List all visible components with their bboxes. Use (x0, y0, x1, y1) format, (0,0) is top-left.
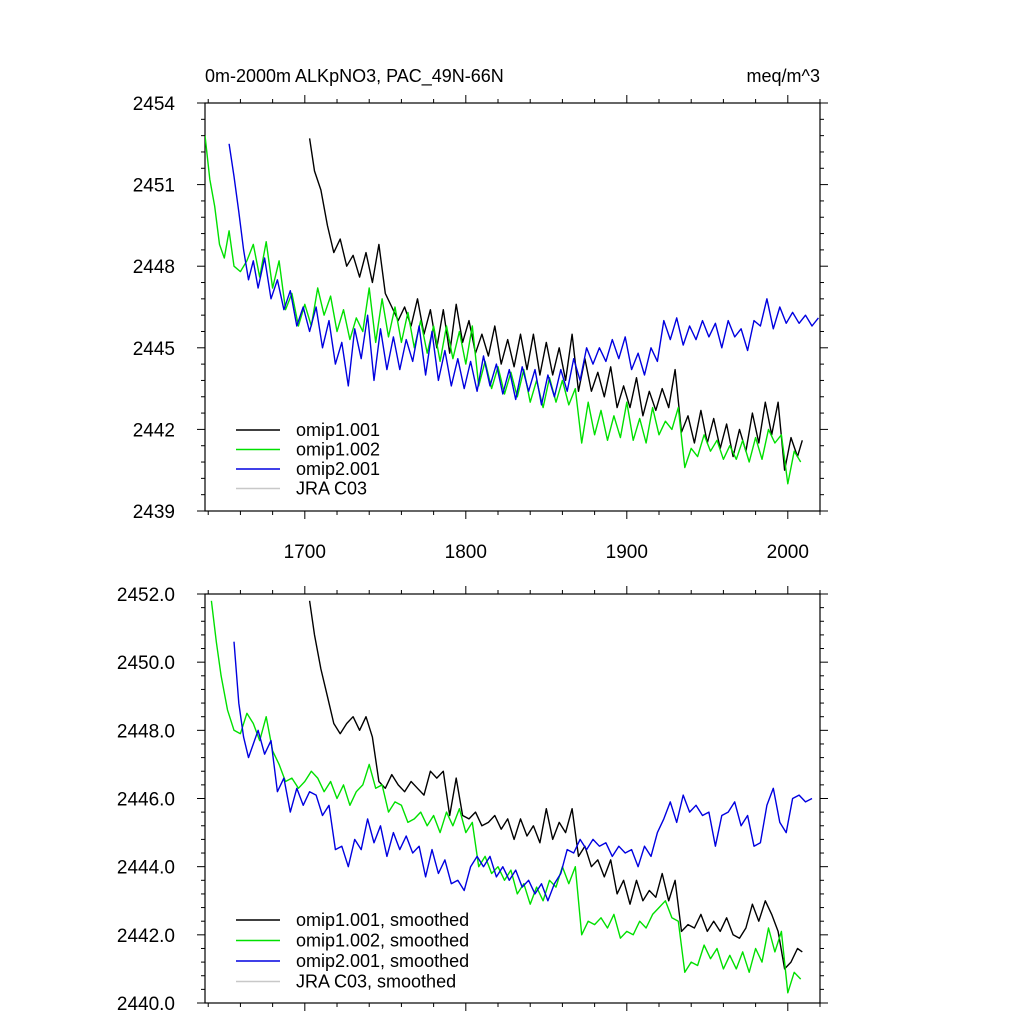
top-legend-label-4: JRA C03 (296, 479, 367, 499)
top-y-tick-label: 2448 (133, 257, 175, 278)
top-x-tick-label: 1900 (606, 542, 648, 563)
top-legend-label-1: omip1.001 (296, 420, 380, 440)
top-y-tick-label: 2439 (133, 502, 175, 523)
bottom-legend-label-3: omip2.001, smoothed (296, 951, 469, 971)
bottom-series-line-3 (233, 641, 813, 902)
bottom-legend-label-2: omip1.002, smoothed (296, 931, 469, 951)
top-legend-label-2: omip1.002 (296, 440, 380, 460)
bottom-y-tick-label: 2442.0 (117, 926, 175, 947)
bottom-legend-label-4: JRA C03, smoothed (296, 972, 456, 992)
bottom-y-tick-label: 2446.0 (117, 790, 175, 811)
top-series-line-2 (205, 135, 802, 485)
top-y-tick-label: 2442 (133, 420, 175, 441)
top-x-tick-label: 1800 (445, 542, 487, 563)
top-x-tick-label: 1700 (284, 542, 326, 563)
bottom-series-line-2 (210, 600, 802, 994)
top-y-tick-label: 2445 (133, 339, 175, 360)
bottom-y-tick-label: 2444.0 (117, 858, 175, 879)
top-chart-title: 0m-2000m ALKpNO3, PAC_49N-66N (205, 66, 504, 87)
top-y-tick-label: 2451 (133, 176, 175, 197)
top-series-line-1 (308, 138, 803, 471)
top-x-tick-label: 2000 (767, 542, 809, 563)
bottom-panel: 2440.0 2442.0 2444.0 2446.0 2448.0 2450.0 2452… (117, 585, 828, 1015)
bottom-y-tick-label: 2450.0 (117, 653, 175, 674)
top-series-line-3 (228, 143, 819, 406)
top-y-tick-label: 2454 (133, 94, 176, 115)
top-legend-label-3: omip2.001 (296, 459, 380, 479)
bottom-y-tick-label: 2452.0 (117, 585, 175, 606)
bottom-legend-label-1: omip1.001, smoothed (296, 910, 469, 930)
top-units-label: meq/m^3 (747, 66, 820, 86)
top-plot-frame (204, 102, 821, 512)
top-panel: 1700 1800 1900 2000 2439 2442 2445 2448 2451 2454… (133, 66, 828, 563)
bottom-y-tick-label: 2448.0 (117, 721, 175, 742)
bottom-series-line-1 (308, 600, 803, 970)
bottom-y-tick-label: 2440.0 (117, 994, 175, 1015)
